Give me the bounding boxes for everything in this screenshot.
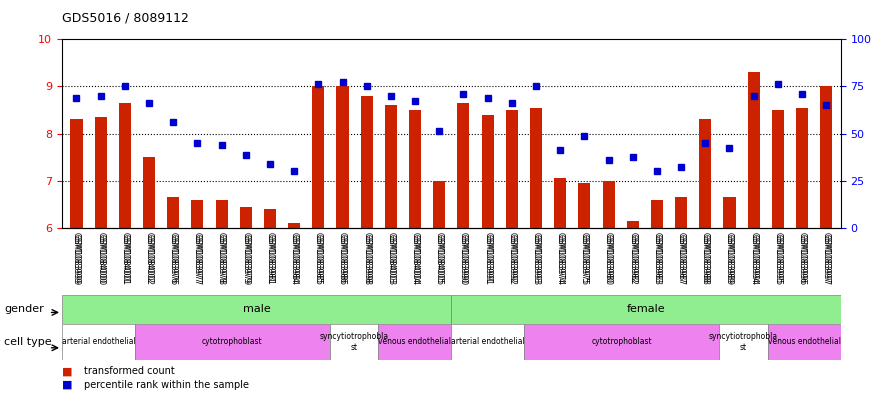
Bar (434, 181, 445, 228)
Bar (312, 86, 325, 228)
Text: GSM1083976: GSM1083976 (169, 232, 178, 283)
Bar (820, 86, 832, 228)
Bar (578, 183, 590, 228)
Bar (167, 197, 180, 228)
Bar (289, 223, 300, 228)
Text: GSM1083986: GSM1083986 (338, 232, 347, 283)
Text: venous endothelial: venous endothelial (768, 338, 841, 346)
Bar (143, 157, 155, 228)
Bar (748, 72, 759, 228)
FancyBboxPatch shape (135, 324, 329, 360)
FancyBboxPatch shape (451, 295, 841, 324)
Bar (796, 108, 808, 228)
Bar (699, 119, 712, 228)
Text: GSM1083988: GSM1083988 (701, 232, 710, 283)
Text: cell type: cell type (4, 337, 52, 347)
Text: GSM1083983: GSM1083983 (652, 232, 661, 283)
Bar (119, 103, 131, 228)
Text: GSM1083981: GSM1083981 (266, 232, 274, 283)
Bar (336, 86, 349, 228)
Text: venous endothelial: venous endothelial (379, 338, 451, 346)
Text: GSM1083977: GSM1083977 (193, 232, 202, 283)
Bar (505, 110, 518, 228)
Text: GSM1083975: GSM1083975 (580, 232, 589, 283)
Text: GDS5016 / 8089112: GDS5016 / 8089112 (62, 12, 189, 25)
FancyBboxPatch shape (767, 324, 841, 360)
Text: male: male (242, 305, 271, 314)
Bar (481, 115, 494, 228)
Text: GSM1083993: GSM1083993 (532, 232, 541, 283)
Bar (385, 105, 397, 228)
Text: GSM1083980: GSM1083980 (604, 232, 613, 283)
Bar (361, 96, 373, 228)
Text: GSM1084002: GSM1084002 (144, 232, 153, 283)
Bar (530, 108, 542, 228)
Text: GSM1083989: GSM1083989 (725, 232, 734, 283)
Text: GSM1084000: GSM1084000 (96, 232, 105, 283)
Bar (772, 110, 784, 228)
Text: gender: gender (4, 303, 44, 314)
Text: cytotrophoblast: cytotrophoblast (202, 338, 263, 346)
Text: GSM1083997: GSM1083997 (822, 232, 831, 283)
Bar (675, 197, 687, 228)
Bar (603, 181, 614, 228)
Bar (409, 110, 421, 228)
FancyBboxPatch shape (524, 324, 719, 360)
Text: percentile rank within the sample: percentile rank within the sample (84, 380, 249, 390)
Bar (723, 197, 735, 228)
Text: GSM1083985: GSM1083985 (314, 232, 323, 283)
Text: GSM1084005: GSM1084005 (435, 232, 443, 283)
Text: GSM1083974: GSM1083974 (556, 232, 565, 283)
Text: GSM1084003: GSM1084003 (387, 232, 396, 283)
FancyBboxPatch shape (62, 295, 451, 324)
Bar (95, 117, 107, 228)
Text: GSM1084001: GSM1084001 (120, 232, 129, 283)
Text: GSM1083994: GSM1083994 (750, 232, 758, 283)
Bar (458, 103, 469, 228)
Text: GSM1083999: GSM1083999 (72, 232, 81, 283)
Text: female: female (627, 305, 666, 314)
Bar (191, 200, 204, 228)
Bar (627, 221, 639, 228)
Text: GSM1083978: GSM1083978 (217, 232, 226, 283)
Text: ■: ■ (62, 380, 73, 390)
Text: transformed count: transformed count (84, 366, 175, 376)
FancyBboxPatch shape (62, 324, 135, 360)
Text: GSM1083984: GSM1083984 (289, 232, 298, 283)
Text: GSM1083990: GSM1083990 (459, 232, 468, 283)
Bar (554, 178, 566, 228)
FancyBboxPatch shape (329, 324, 379, 360)
FancyBboxPatch shape (379, 324, 451, 360)
Text: GSM1084004: GSM1084004 (411, 232, 419, 283)
Bar (650, 200, 663, 228)
Text: GSM1083996: GSM1083996 (797, 232, 806, 283)
Text: arterial endothelial: arterial endothelial (62, 338, 135, 346)
Text: syncytiotrophobla
st: syncytiotrophobla st (319, 332, 389, 352)
Text: cytotrophoblast: cytotrophoblast (591, 338, 652, 346)
Bar (216, 200, 227, 228)
Text: GSM1083987: GSM1083987 (677, 232, 686, 283)
Text: GSM1083995: GSM1083995 (773, 232, 782, 283)
Bar (71, 119, 82, 228)
Text: ■: ■ (62, 366, 73, 376)
Bar (240, 207, 252, 228)
Text: GSM1083992: GSM1083992 (507, 232, 516, 283)
Text: syncytiotrophobla
st: syncytiotrophobla st (709, 332, 778, 352)
FancyBboxPatch shape (719, 324, 767, 360)
Text: GSM1083998: GSM1083998 (362, 232, 371, 283)
Text: GSM1083979: GSM1083979 (242, 232, 250, 283)
Text: GSM1083991: GSM1083991 (483, 232, 492, 283)
Text: GSM1083982: GSM1083982 (628, 232, 637, 283)
Text: arterial endothelial: arterial endothelial (451, 338, 525, 346)
Bar (264, 209, 276, 228)
FancyBboxPatch shape (451, 324, 524, 360)
